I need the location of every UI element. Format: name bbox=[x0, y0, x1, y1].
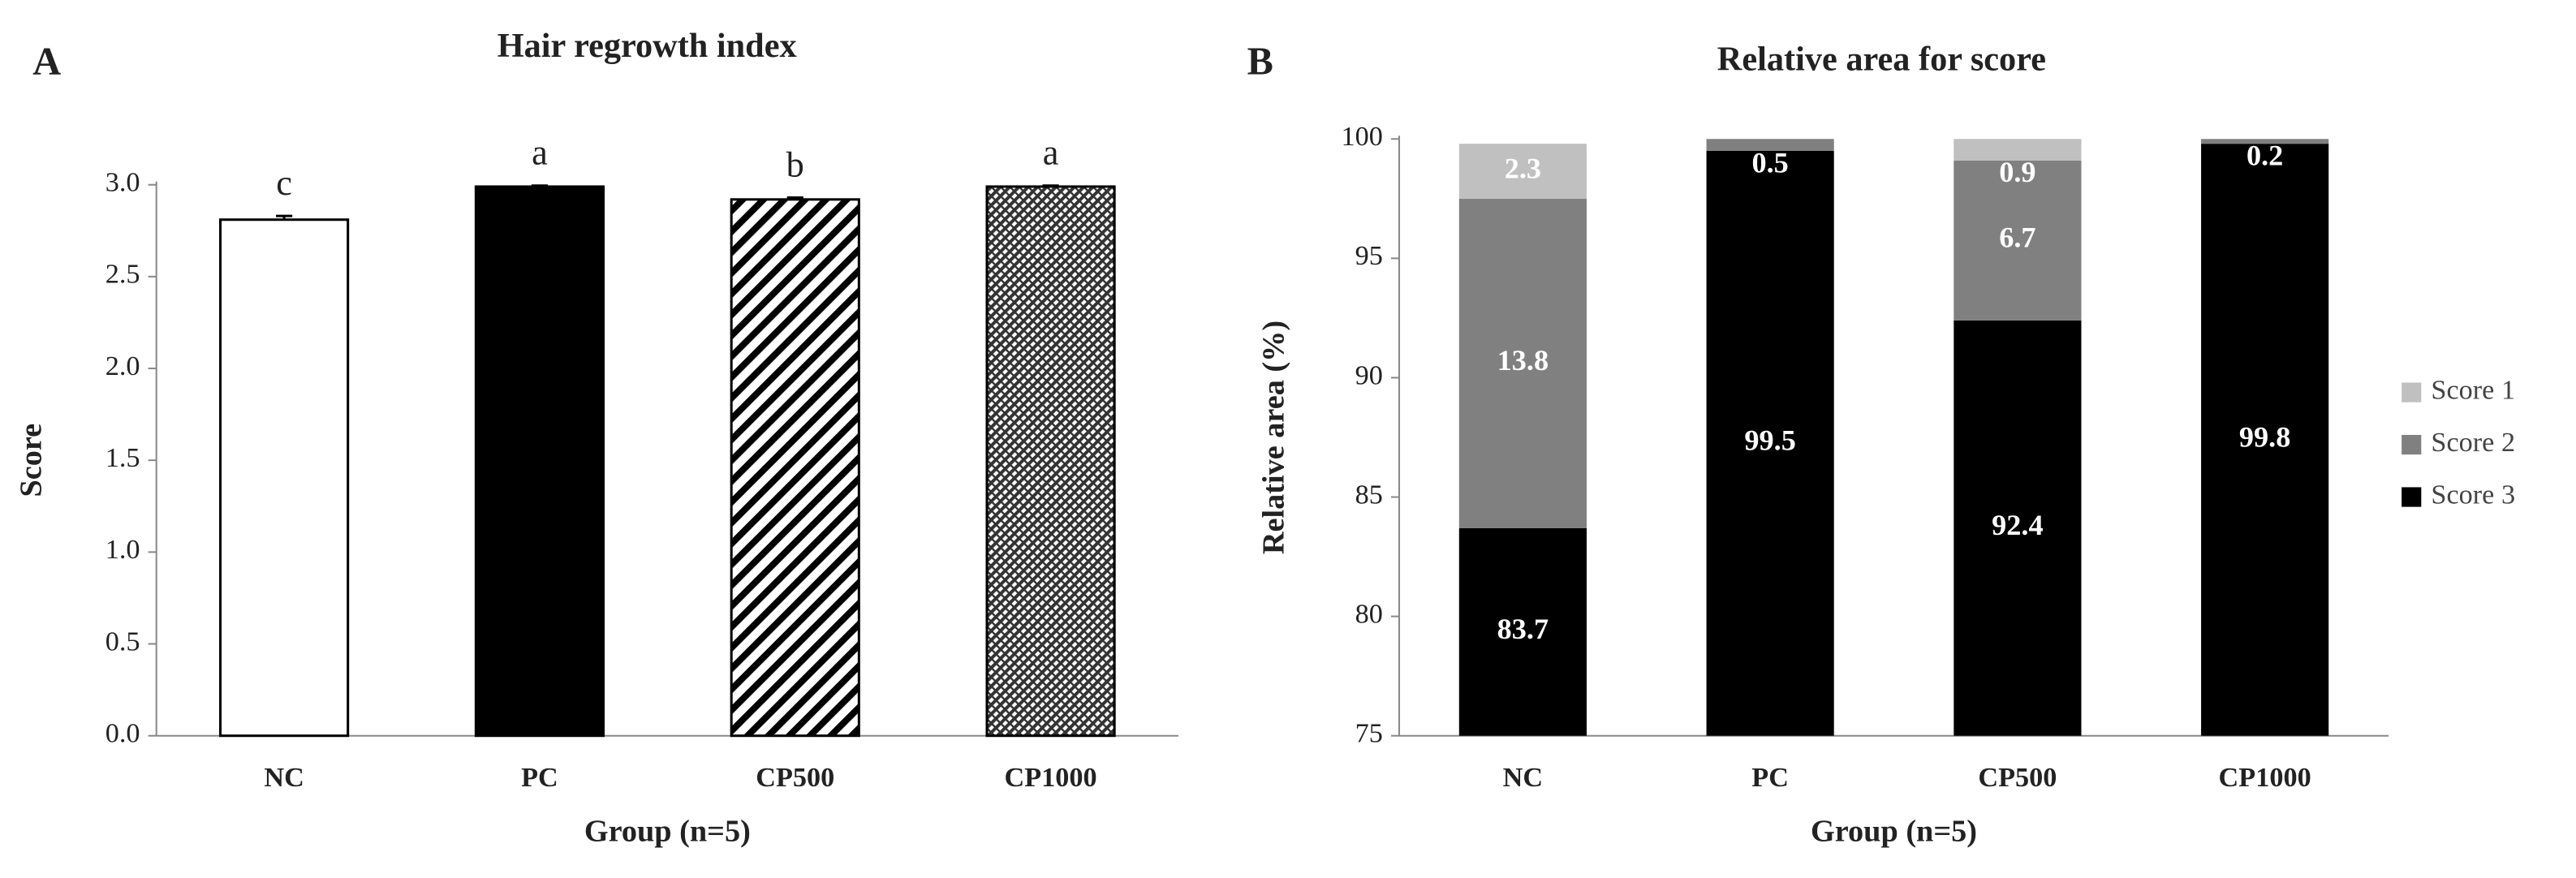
bar bbox=[985, 185, 1116, 738]
y-tick-label: 80 bbox=[1355, 598, 1383, 629]
data-label: 13.8 bbox=[1497, 344, 1549, 377]
bar bbox=[219, 218, 350, 738]
data-label: 0.2 bbox=[2246, 140, 2283, 172]
bar-segment bbox=[1954, 139, 2082, 161]
bar-segment bbox=[2201, 139, 2329, 144]
y-tick-label: 85 bbox=[1355, 479, 1383, 510]
y-tick-label: 3.0 bbox=[106, 167, 140, 198]
bar-segment bbox=[1706, 150, 1834, 736]
legend-label: Score 3 bbox=[2431, 479, 2515, 510]
x-tick-label: PC bbox=[521, 762, 558, 793]
annotation: a bbox=[532, 133, 548, 173]
bar-segment bbox=[1706, 139, 1834, 151]
bar-segment bbox=[1458, 144, 1587, 199]
bar bbox=[730, 198, 860, 738]
annotation: b bbox=[786, 144, 804, 184]
chart-title: Hair regrowth index bbox=[498, 27, 797, 65]
y-tick-label: 0.0 bbox=[106, 718, 140, 749]
annotation: a bbox=[1043, 133, 1059, 173]
data-label: 99.5 bbox=[1744, 424, 1795, 457]
legend-swatch bbox=[2402, 382, 2422, 402]
x-tick-label: NC bbox=[264, 762, 304, 793]
y-axis-title: Score bbox=[14, 424, 48, 497]
legend-label: Score 1 bbox=[2431, 374, 2515, 405]
data-label: 6.7 bbox=[1999, 222, 2035, 254]
bar-segment bbox=[1954, 160, 2082, 321]
x-axis-title: Group (n=5) bbox=[1811, 814, 1977, 848]
data-label: 0.9 bbox=[1999, 156, 2035, 188]
x-tick-label: CP1000 bbox=[1005, 762, 1097, 793]
y-tick-label: 1.0 bbox=[106, 534, 140, 565]
bar-segment bbox=[1954, 320, 2082, 736]
legend-label: Score 2 bbox=[2431, 427, 2515, 458]
x-tick-label: PC bbox=[1751, 762, 1789, 793]
y-axis-title: Relative area (%) bbox=[1257, 321, 1291, 554]
data-label: 2.3 bbox=[1505, 152, 1541, 184]
y-tick-label: 0.5 bbox=[106, 626, 140, 656]
bar-segment bbox=[2201, 144, 2329, 736]
x-axis-title: Group (n=5) bbox=[584, 814, 751, 848]
x-tick-label: CP500 bbox=[756, 762, 834, 793]
bar-segment bbox=[1458, 527, 1587, 736]
x-tick-label: NC bbox=[1503, 762, 1543, 793]
y-tick-label: 95 bbox=[1355, 240, 1383, 271]
panel-label: B bbox=[1247, 41, 1273, 84]
legend-swatch bbox=[2402, 487, 2422, 507]
y-tick-label: 2.0 bbox=[106, 351, 140, 381]
data-label: 83.7 bbox=[1497, 613, 1549, 645]
y-tick-label: 1.5 bbox=[106, 442, 140, 473]
panel-label: A bbox=[32, 41, 61, 84]
x-tick-label: CP500 bbox=[1978, 762, 2057, 793]
y-tick-label: 90 bbox=[1355, 359, 1383, 390]
data-label: 92.4 bbox=[1992, 509, 2043, 541]
y-tick-label: 2.5 bbox=[106, 259, 140, 290]
y-tick-label: 100 bbox=[1341, 121, 1382, 152]
data-label: 0.5 bbox=[1751, 146, 1788, 179]
bar bbox=[474, 185, 605, 738]
chart-title: Relative area for score bbox=[1717, 40, 2046, 78]
bar-segment bbox=[1458, 198, 1587, 528]
data-label: 99.8 bbox=[2239, 420, 2290, 453]
y-tick-label: 75 bbox=[1355, 718, 1383, 749]
x-tick-label: CP1000 bbox=[2219, 762, 2311, 793]
annotation: c bbox=[276, 163, 292, 203]
legend-swatch bbox=[2402, 434, 2422, 455]
